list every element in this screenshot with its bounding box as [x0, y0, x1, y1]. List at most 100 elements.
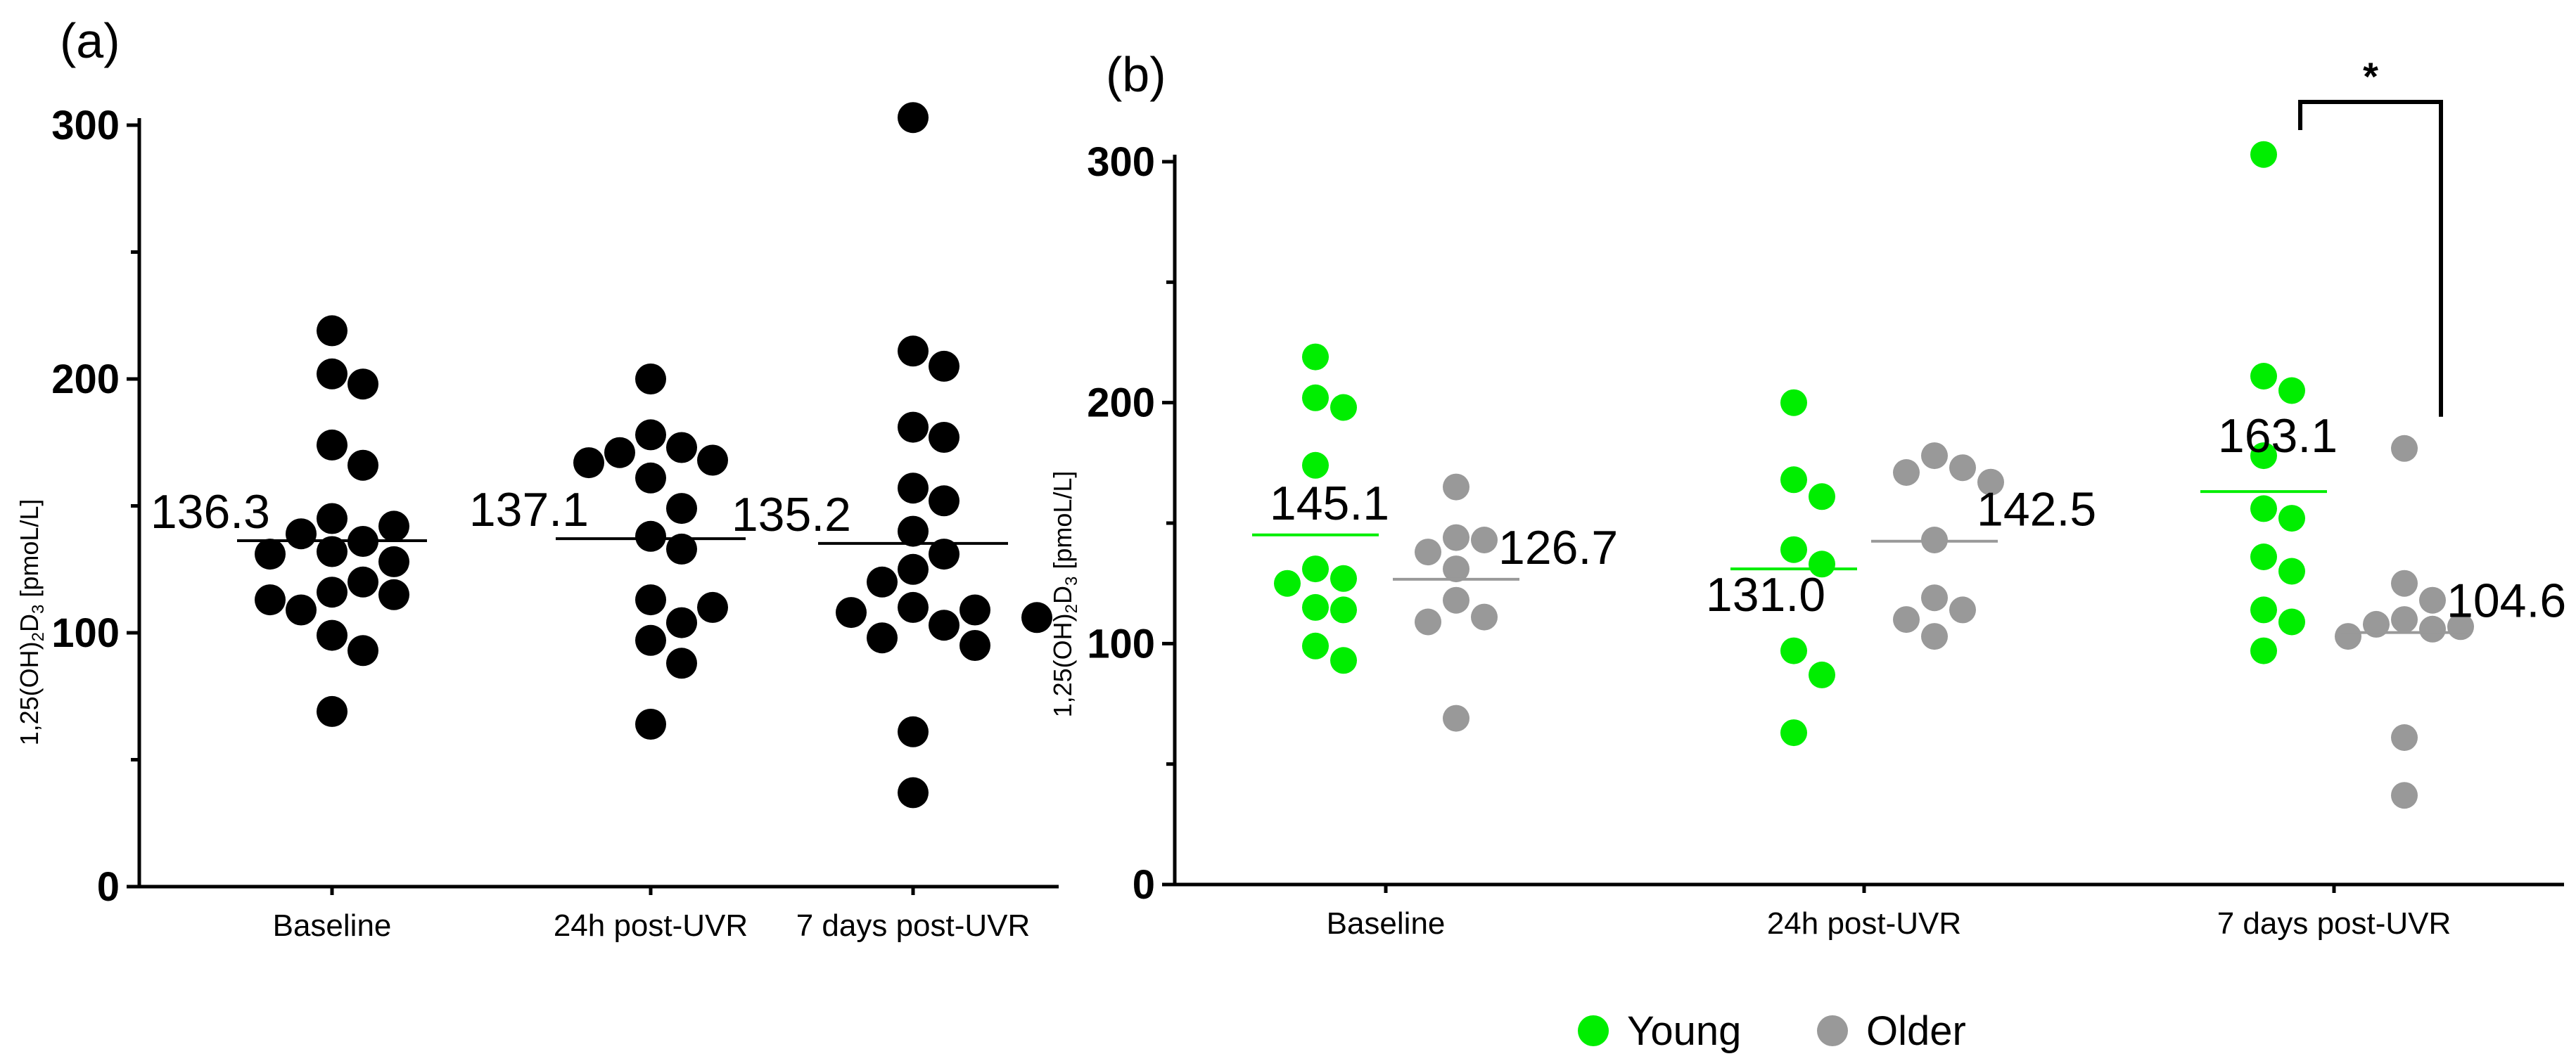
point-baseline-12: [347, 566, 378, 598]
mean-label-young-24h-post-uvr: 131.0: [1706, 568, 1825, 622]
point-24h-post-uvr-15: [635, 709, 666, 740]
a-tick-label-200: 200: [51, 356, 120, 402]
panel-a-label: (a): [60, 13, 120, 68]
point-older-24h-post-uvr-1: [1949, 454, 1976, 482]
point-baseline-10: [255, 539, 286, 570]
point-24h-post-uvr-13: [635, 624, 666, 656]
point-7-days-post-uvr-2: [929, 350, 959, 382]
point-older-24h-post-uvr-7: [1893, 606, 1920, 634]
point-24h-post-uvr-11: [697, 591, 728, 623]
point-7-days-post-uvr-7: [898, 515, 929, 547]
point-baseline-9: [317, 536, 347, 567]
point-older-7-days-post-uvr-6: [2419, 615, 2446, 643]
point-older-baseline-0: [1443, 473, 1469, 501]
mean-label-24h-post-uvr: 137.1: [469, 483, 589, 536]
point-24h-post-uvr-2: [666, 432, 697, 463]
mean-label-young-baseline: 145.1: [1270, 477, 1389, 530]
point-24h-post-uvr-3: [604, 437, 635, 468]
point-older-24h-post-uvr-8: [1921, 623, 1948, 650]
panel-a-y-axis-label: 1,25(OH)2D3 [pmoL/L]: [15, 499, 48, 746]
a-tick-label-0: 0: [97, 864, 120, 910]
point-7-days-post-uvr-1: [898, 335, 929, 367]
point-young-7-days-post-uvr-9: [2278, 608, 2305, 636]
point-7-days-post-uvr-12: [959, 594, 990, 626]
b-category-label-baseline: Baseline: [1327, 906, 1446, 941]
point-baseline-5: [317, 503, 347, 534]
point-baseline-19: [317, 695, 347, 727]
point-24h-post-uvr-5: [573, 447, 604, 479]
point-young-baseline-5: [1330, 565, 1357, 592]
panel-b-y-axis-label: 1,25(OH)2D3 [pmoL/L]: [1048, 471, 1081, 718]
point-older-baseline-8: [1443, 705, 1469, 732]
a-category-label-baseline: Baseline: [273, 908, 392, 943]
point-baseline-6: [378, 510, 409, 542]
point-baseline-3: [317, 429, 347, 461]
point-24h-post-uvr-7: [666, 493, 697, 525]
point-24h-post-uvr-14: [666, 648, 697, 679]
point-7-days-post-uvr-11: [898, 591, 929, 623]
point-young-24h-post-uvr-7: [1780, 719, 1807, 747]
point-7-days-post-uvr-18: [898, 716, 929, 747]
point-young-24h-post-uvr-2: [1809, 483, 1835, 510]
point-older-baseline-4: [1443, 555, 1469, 583]
point-older-24h-post-uvr-0: [1921, 442, 1948, 470]
point-7-days-post-uvr-13: [836, 597, 867, 629]
point-24h-post-uvr-1: [635, 419, 666, 451]
point-baseline-15: [255, 584, 286, 616]
legend-label-older: Older: [1866, 1008, 1966, 1054]
point-7-days-post-uvr-4: [929, 422, 959, 453]
point-baseline-17: [317, 619, 347, 651]
b-tick-label-100: 100: [1087, 621, 1155, 667]
point-young-baseline-0: [1302, 343, 1329, 371]
point-7-days-post-uvr-16: [867, 622, 898, 654]
point-7-days-post-uvr-17: [959, 630, 990, 661]
point-older-baseline-6: [1471, 603, 1498, 631]
point-older-baseline-1: [1443, 524, 1469, 551]
point-7-days-post-uvr-0: [898, 102, 929, 134]
point-baseline-16: [286, 594, 317, 626]
point-young-7-days-post-uvr-0: [2250, 141, 2277, 168]
panel-a-points: [255, 102, 1052, 809]
point-young-7-days-post-uvr-10: [2250, 637, 2277, 664]
mean-label-baseline: 136.3: [151, 485, 270, 539]
panel-b-means: 145.1 131.0 163.1 126.7 142.5 104.6: [1252, 409, 2566, 634]
a-category-label-24h-post-uvr: 24h post-UVR: [554, 908, 748, 943]
point-24h-post-uvr-8: [635, 520, 666, 552]
point-baseline-14: [378, 579, 409, 610]
point-older-baseline-7: [1415, 608, 1441, 636]
panel-a-means: 136.3 137.1 135.2: [151, 483, 1008, 545]
significance-bracket: *: [2298, 54, 2443, 417]
point-young-baseline-9: [1302, 632, 1329, 660]
legend-marker-young: [1578, 1015, 1609, 1046]
point-older-24h-post-uvr-3: [1977, 468, 2004, 496]
point-young-7-days-post-uvr-8: [2250, 596, 2277, 624]
point-older-7-days-post-uvr-8: [2391, 724, 2418, 751]
a-category-label-7-days-post-uvr: 7 days post-UVR: [796, 908, 1031, 943]
panel-b-y-ticks: 0 100 200 300: [1087, 139, 1175, 908]
point-older-7-days-post-uvr-7: [2335, 623, 2361, 650]
point-young-24h-post-uvr-4: [1809, 551, 1835, 578]
point-young-7-days-post-uvr-1: [2250, 363, 2277, 390]
b-category-label-7-days-post-uvr: 7 days post-UVR: [2217, 906, 2451, 941]
point-baseline-2: [347, 368, 378, 400]
point-young-baseline-4: [1302, 555, 1329, 583]
point-young-24h-post-uvr-6: [1809, 661, 1835, 688]
a-tick-label-300: 300: [51, 103, 120, 148]
a-tick-label-100: 100: [51, 610, 120, 656]
point-young-baseline-10: [1330, 647, 1357, 674]
point-young-baseline-6: [1274, 570, 1301, 597]
point-baseline-0: [317, 315, 347, 347]
legend-label-young: Young: [1627, 1008, 1741, 1054]
point-24h-post-uvr-9: [666, 533, 697, 565]
panel-a-y-ticks: 0 100 200 300: [51, 103, 139, 910]
point-young-24h-post-uvr-3: [1780, 536, 1807, 563]
point-young-7-days-post-uvr-5: [2278, 505, 2305, 532]
point-7-days-post-uvr-3: [898, 411, 929, 443]
point-young-7-days-post-uvr-2: [2278, 377, 2305, 404]
point-young-7-days-post-uvr-7: [2278, 558, 2305, 585]
point-older-7-days-post-uvr-4: [2363, 610, 2390, 638]
point-young-baseline-1: [1302, 384, 1329, 411]
significance-star: *: [2363, 54, 2378, 98]
point-7-days-post-uvr-14: [1021, 602, 1052, 634]
point-young-baseline-2: [1330, 394, 1357, 421]
